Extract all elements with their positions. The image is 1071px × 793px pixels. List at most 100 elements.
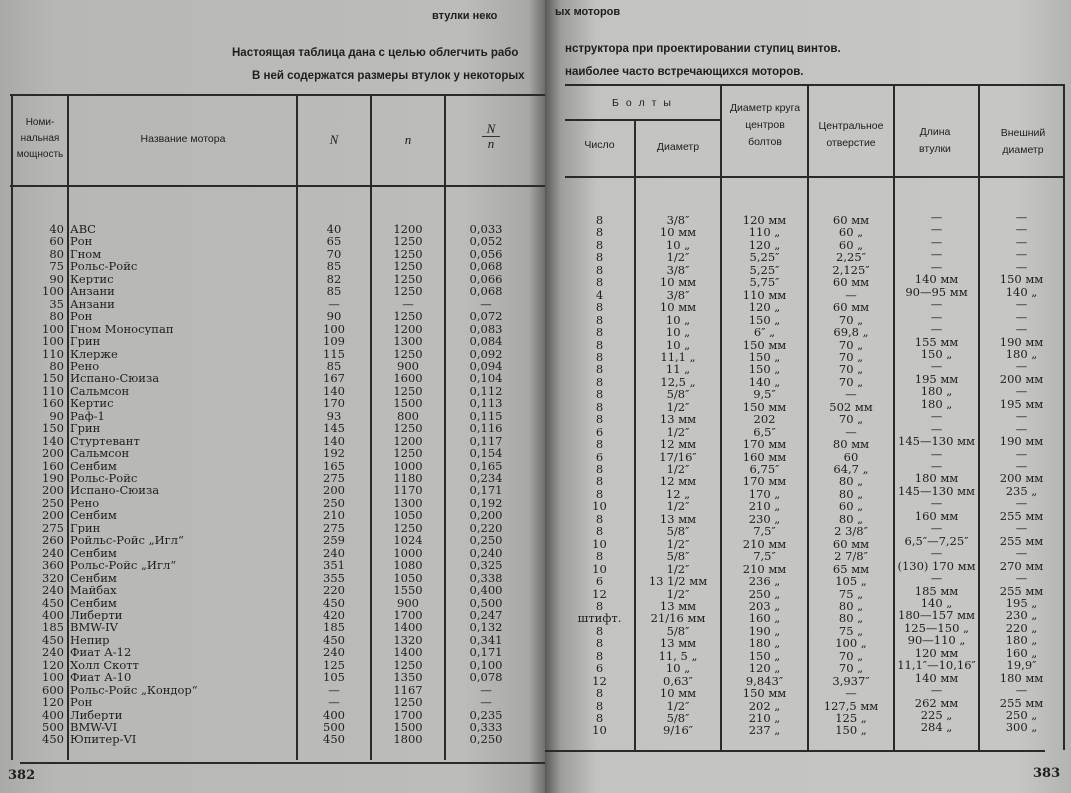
cell-center-hole: 100 „ xyxy=(835,636,867,651)
cell-bolt-circle-diameter: 190 „ xyxy=(748,623,781,638)
cell-N-over-n: — xyxy=(480,296,492,311)
cell-n: — xyxy=(402,296,414,311)
cell-N: — xyxy=(328,695,340,710)
cell-bolt-circle-diameter: 202 „ xyxy=(748,698,781,713)
cell-outer-diameter: 190 мм xyxy=(999,334,1044,349)
cell-bolt-circle-diameter: 5,75″ xyxy=(749,275,780,290)
cell-hub-length: — xyxy=(930,521,943,536)
cell-hub-length: — xyxy=(930,496,943,511)
cell-motor-name: Рон ....................................… xyxy=(70,235,292,247)
column-divider xyxy=(634,120,636,750)
cell-N-over-n: 0,068 xyxy=(469,284,503,299)
cell-hub-length: 6,5″—7,25″ xyxy=(904,533,969,548)
cell-N-over-n: 0,033 xyxy=(469,222,503,236)
cell-outer-diameter: — xyxy=(1015,322,1028,337)
cell-n: 1250 xyxy=(393,695,423,710)
cell-bolt-count: 8 xyxy=(595,437,604,452)
column-divider xyxy=(444,95,446,760)
cell-bolt-count: 8 xyxy=(595,636,604,651)
cell-bolt-diameter: 1/2″ xyxy=(666,250,690,265)
cell-N-over-n: 0,113 xyxy=(469,396,503,411)
cell-center-hole: 80 мм xyxy=(832,437,870,452)
cell-bolt-count: 8 xyxy=(595,325,604,340)
table-bottom-rule xyxy=(545,750,1045,752)
cell-center-hole: 502 мм xyxy=(829,399,873,414)
cell-n: 1170 xyxy=(393,483,423,498)
cell-outer-diameter: 195 мм xyxy=(999,396,1044,411)
cell-n: 900 xyxy=(397,595,419,610)
header-N: N xyxy=(329,132,339,147)
cell-bolt-circle-diameter: 210 мм xyxy=(742,536,787,551)
cell-n: 1050 xyxy=(393,570,423,585)
cell-bolt-diameter: 1/2″ xyxy=(666,399,690,414)
cell-center-hole: — xyxy=(845,424,857,439)
cell-hub-length: — xyxy=(930,297,943,312)
cell-outer-diameter: — xyxy=(1015,571,1028,586)
cell-n: 1250 xyxy=(393,657,423,672)
cell-N: 167 xyxy=(323,371,345,386)
cell-nominal-power: 110 xyxy=(42,346,64,361)
cell-nominal-power: 200 xyxy=(42,446,64,461)
cell-nominal-power: 400 xyxy=(42,707,64,722)
cell-nominal-power: 190 xyxy=(42,471,64,485)
motor-name-text: Рон xyxy=(70,310,93,323)
cell-bolt-diameter: 3/8″ xyxy=(666,287,690,302)
cell-bolt-count: 8 xyxy=(595,549,604,564)
cell-center-hole: 125 „ xyxy=(835,711,867,725)
cell-bolt-circle-diameter: 120 мм xyxy=(742,213,787,227)
cell-N-over-n: 0,056 xyxy=(469,246,503,261)
cell-bolt-count: 8 xyxy=(595,698,604,713)
cell-center-hole: 2,125″ xyxy=(832,262,870,277)
cell-bolt-diameter: 10 „ xyxy=(665,337,691,352)
cell-n: 1180 xyxy=(393,471,423,485)
motor-name-text: Грин xyxy=(70,335,101,348)
motor-name-text: Испано-Сюиза xyxy=(70,484,160,497)
cell-n: 1400 xyxy=(393,620,423,635)
cell-outer-diameter: 255 мм xyxy=(999,533,1044,548)
cell-N: 250 xyxy=(323,495,345,510)
cell-bolt-circle-diameter: 210 мм xyxy=(742,561,787,576)
cell-bolt-circle-diameter: 9,843″ xyxy=(745,673,784,688)
table-top-rule xyxy=(10,94,545,96)
cell-motor-name: Рольс-Ройс „Кондор“ ....................… xyxy=(70,684,292,696)
cell-bolt-count: 8 xyxy=(595,300,604,315)
cell-nominal-power: 200 xyxy=(42,483,64,498)
cell-N: 450 xyxy=(323,732,345,747)
cell-bolt-circle-diameter: 237 „ xyxy=(748,723,781,738)
motor-name-text: Либерти xyxy=(70,608,123,622)
intro-line-1-left: Настоящая таблица дана с целью облегчить… xyxy=(232,47,519,59)
cell-bolt-diameter: 1/2″ xyxy=(666,698,690,713)
cell-nominal-power: 450 xyxy=(42,632,64,647)
cell-bolt-circle-diameter: 236 „ xyxy=(748,574,781,589)
cell-n: 1250 xyxy=(393,383,423,398)
dot-leader: ........................................ xyxy=(70,683,292,684)
cell-nominal-power: 120 xyxy=(42,695,64,710)
cell-hub-length: 125—150 „ xyxy=(903,620,969,635)
cell-bolt-circle-diameter: 6″ „ xyxy=(753,325,776,340)
cell-N: 100 xyxy=(323,321,345,336)
header-nominal-power: Номи-нальная мощность xyxy=(16,117,64,160)
cell-bolt-diameter: 10 мм xyxy=(659,225,697,240)
cell-bolt-diameter: 5/8″ xyxy=(666,711,690,725)
cell-center-hole: 80 „ xyxy=(838,486,864,501)
cell-nominal-power: 100 xyxy=(42,321,64,336)
cell-N-over-n: 0,068 xyxy=(469,259,503,274)
cell-bolt-circle-diameter: 120 „ xyxy=(748,661,781,676)
page-number-right: 383 xyxy=(1033,766,1061,781)
header-hub-length: Длина втулки xyxy=(919,126,951,155)
cell-N: 140 xyxy=(323,383,345,398)
cell-n: 1250 xyxy=(393,446,423,461)
cell-nominal-power: 240 xyxy=(42,545,64,560)
cell-bolt-count: 12 xyxy=(592,673,607,688)
motor-name-text: Кертис xyxy=(70,397,114,410)
motor-name-text: Рольс-Ройс „Кондор“ xyxy=(70,683,198,697)
dot-leader: ........................................ xyxy=(70,595,292,597)
cell-bolt-diameter: 5/8″ xyxy=(666,387,690,402)
cell-n: 900 xyxy=(397,358,419,373)
cell-outer-diameter: 255 мм xyxy=(999,508,1044,523)
cell-n: 1050 xyxy=(393,508,423,523)
dot-leader: ........................................ xyxy=(70,708,292,709)
cell-motor-name: Майбах .................................… xyxy=(70,584,292,596)
cell-motor-name: Грин ...................................… xyxy=(70,522,292,534)
cell-N-over-n: 0,171 xyxy=(469,645,503,660)
